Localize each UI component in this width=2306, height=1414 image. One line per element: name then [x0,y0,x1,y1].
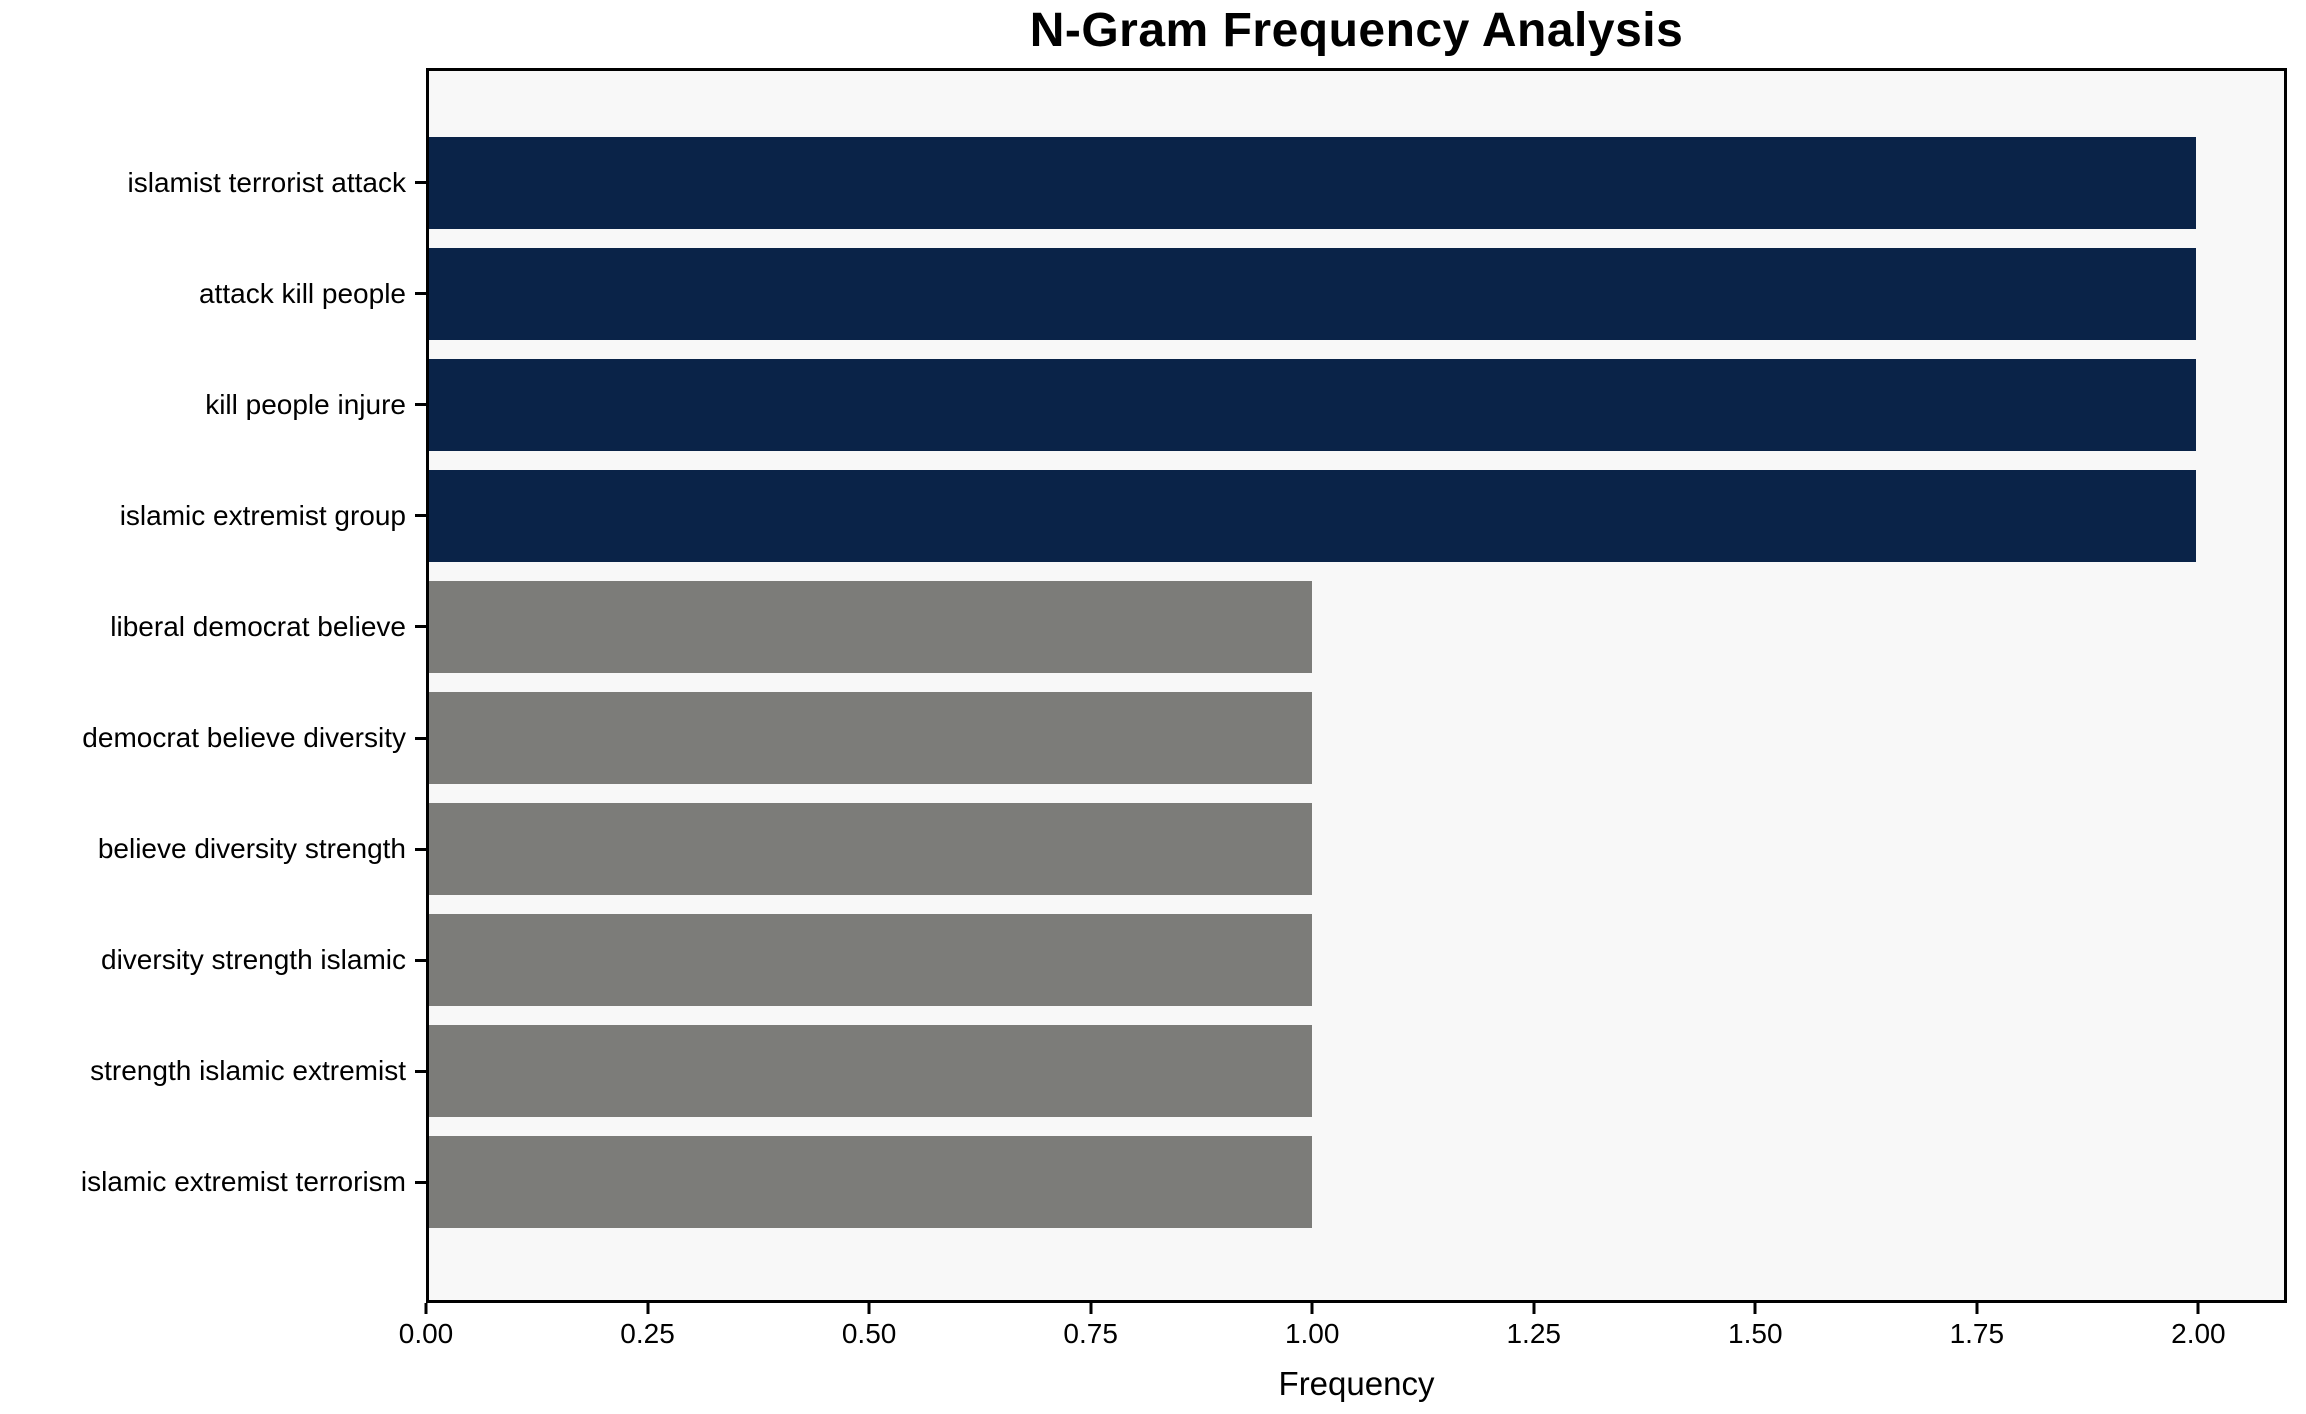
bar [429,1025,1313,1118]
y-axis-label-row: democrat believe diversity [0,682,426,793]
bar [429,1136,1313,1229]
y-axis-label: kill people injure [205,388,406,420]
x-tick-mark [1753,1303,1757,1314]
x-tick-mark [424,1303,428,1314]
chart-title: N-Gram Frequency Analysis [1029,4,1684,57]
y-axis-label: islamic extremist group [119,499,406,531]
y-axis-label-row: islamist terrorist attack [0,127,426,238]
y-axis-label-row: islamic extremist terrorism [0,1127,426,1238]
y-axis-label: believe diversity strength [97,833,406,865]
bar [429,692,1313,785]
bars [429,71,2284,1300]
bar [429,247,2196,340]
bar [429,358,2196,451]
y-tick-mark [415,625,426,629]
y-axis-label-row: attack kill people [0,238,426,349]
y-axis-label: strength islamic extremist [90,1055,406,1087]
y-tick-mark [415,847,426,851]
y-tick-mark [415,1069,426,1073]
y-axis-label: islamic extremist terrorism [80,1166,406,1198]
bar-row [429,682,2284,793]
y-tick-mark [415,514,426,518]
bar [429,136,2196,229]
y-axis-label-row: liberal democrat believe [0,571,426,682]
y-axis-label: islamist terrorist attack [127,166,407,198]
y-axis-label: liberal democrat believe [110,610,406,642]
x-tick-label: 0.75 [1063,1318,1118,1349]
x-tick-mark [1975,1303,1979,1314]
y-axis-label: democrat believe diversity [82,722,406,754]
bar [429,914,1313,1007]
y-axis-label-row: strength islamic extremist [0,1016,426,1127]
y-tick-mark [415,736,426,740]
bar-row [429,349,2284,460]
y-axis-label-row: kill people injure [0,349,426,460]
plot-area [426,68,2287,1303]
x-tick-label: 1.00 [1284,1318,1340,1349]
x-tick-label: 1.25 [1506,1318,1561,1349]
y-axis-label-row: believe diversity strength [0,794,426,905]
bar-row [429,1016,2284,1127]
x-tick-label: 0.25 [620,1318,675,1349]
x-axis-label: Frequency [1278,1365,1435,1402]
bar [429,580,1313,673]
bar [429,469,2196,562]
y-tick-mark [415,181,426,185]
bar-row [429,794,2284,905]
bar-row [429,238,2284,349]
bar [429,803,1313,896]
y-tick-mark [415,1180,426,1184]
x-tick-mark [2196,1303,2200,1314]
x-tick-label: 1.50 [1728,1318,1783,1349]
x-tick-mark [1089,1303,1093,1314]
y-tick-mark [415,403,426,407]
y-axis-label-row: islamic extremist group [0,460,426,571]
y-tick-mark [415,958,426,962]
x-tick-mark [867,1303,871,1314]
x-tick-label: 0.50 [841,1318,897,1349]
y-axis-labels: islamist terrorist attack attack kill peo… [0,68,426,1303]
x-tick-label: 1.75 [1949,1318,2005,1349]
x-tick-label: 0.00 [398,1318,454,1349]
x-tick-mark [1310,1303,1314,1314]
y-tick-mark [415,292,426,296]
bar-row [429,127,2284,238]
x-tick-mark [1532,1303,1536,1314]
bar-row [429,571,2284,682]
bar-row [429,905,2284,1016]
y-axis-label: attack kill people [198,277,406,309]
bar-row [429,1127,2284,1238]
bar-row [429,460,2284,571]
x-tick-mark [646,1303,650,1314]
y-axis-label-row: diversity strength islamic [0,905,426,1016]
y-axis-label: diversity strength islamic [101,944,406,976]
x-tick-label: 2.00 [2171,1318,2226,1349]
